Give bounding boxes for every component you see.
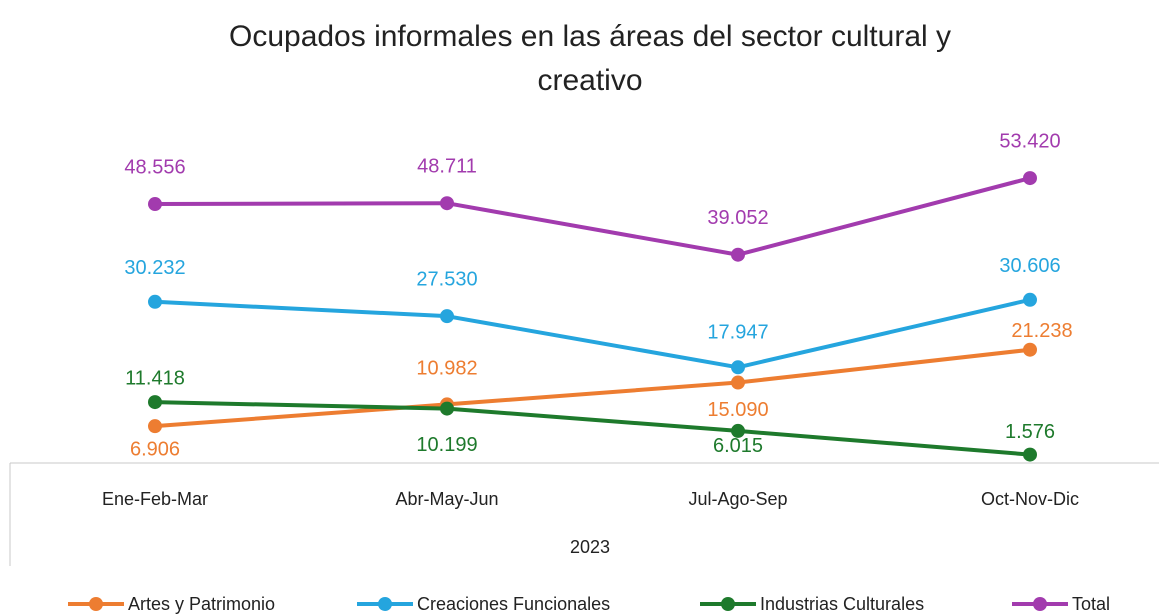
- data-label: 17.947: [707, 322, 768, 344]
- data-point: [731, 360, 745, 375]
- data-point: [731, 423, 745, 438]
- data-label: 48.711: [417, 155, 477, 177]
- data-label: 39.052: [707, 207, 768, 229]
- data-label: 11.418: [125, 367, 185, 389]
- legend-marker: [378, 597, 392, 611]
- series-line: [154, 400, 1031, 457]
- legend-label: Creaciones Funcionales: [417, 594, 610, 614]
- data-label: 30.606: [999, 255, 1060, 277]
- data-label: 15.090: [707, 399, 768, 421]
- data-point: [440, 196, 454, 211]
- data-point: [731, 375, 745, 390]
- data-label: 53.420: [999, 130, 1060, 152]
- data-label: 6.015: [713, 435, 763, 457]
- legend-label: Artes y Patrimonio: [128, 594, 275, 614]
- data-point: [440, 309, 454, 324]
- data-label: 21.238: [1011, 320, 1072, 342]
- data-point: [148, 419, 162, 434]
- data-point: [1023, 447, 1037, 462]
- series-line: [154, 347, 1031, 429]
- data-label: 48.556: [124, 156, 185, 178]
- data-label: 10.982: [416, 358, 477, 380]
- data-point: [1023, 292, 1037, 307]
- data-point: [440, 401, 454, 416]
- data-label: 1.576: [1005, 421, 1055, 443]
- data-point: [731, 247, 745, 262]
- data-point: [148, 294, 162, 309]
- legend-label: Total: [1072, 594, 1110, 614]
- x-tick-label: Abr-May-Jun: [395, 489, 498, 509]
- category-group: 2023: [570, 537, 610, 557]
- legend-marker: [1033, 597, 1047, 611]
- legend-item: Creaciones Funcionales: [357, 594, 610, 614]
- legend-marker: [721, 597, 735, 611]
- data-point: [148, 395, 162, 410]
- legend-item: Industrias Culturales: [700, 594, 924, 614]
- x-tick-label: Jul-Ago-Sep: [688, 489, 787, 509]
- chart-title: Ocupados informales en las áreas del sec…: [229, 20, 951, 53]
- legend-item: Artes y Patrimonio: [68, 594, 275, 614]
- legend-label: Industrias Culturales: [760, 594, 924, 614]
- data-label: 10.199: [416, 434, 477, 456]
- data-label: 27.530: [416, 268, 477, 290]
- data-point: [1023, 171, 1037, 186]
- data-point: [148, 197, 162, 212]
- chart-title-line2: creativo: [537, 64, 642, 97]
- x-tick-label: Ene-Feb-Mar: [102, 489, 208, 509]
- legend-item: Total: [1012, 594, 1110, 614]
- series-line: [154, 297, 1031, 370]
- series-line: [154, 176, 1031, 257]
- legend-marker: [89, 597, 103, 611]
- data-point: [1023, 342, 1037, 357]
- data-label: 30.232: [124, 257, 185, 279]
- x-tick-label: Oct-Nov-Dic: [981, 489, 1079, 509]
- data-label: 6.906: [130, 438, 180, 460]
